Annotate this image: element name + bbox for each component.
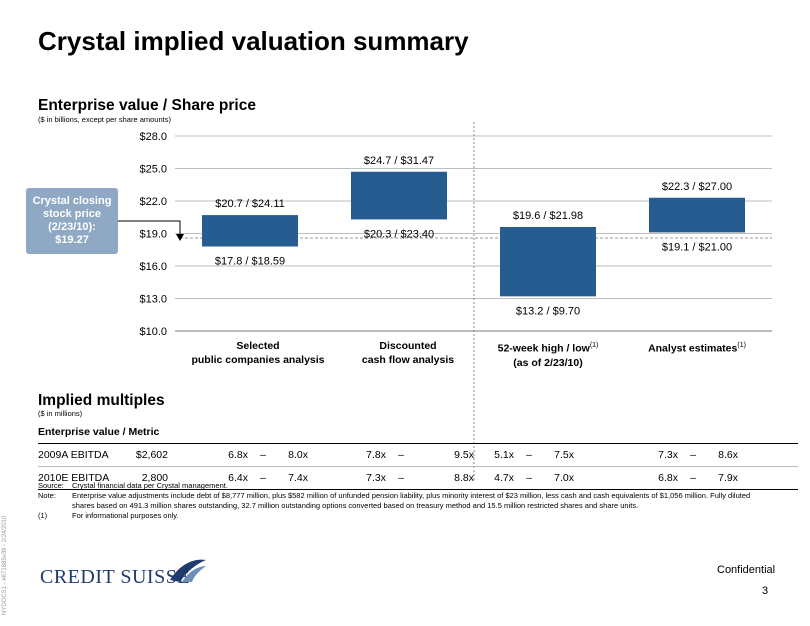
page-title: Crystal implied valuation summary	[38, 26, 469, 56]
y-tick-label: $25.0	[139, 164, 167, 176]
source-note: Source: Crystal financial data per Crysta…	[38, 481, 750, 491]
category-label: Selected public companies analysis	[168, 339, 348, 367]
bar-high-label: $20.7 / $24.11	[215, 198, 285, 210]
page-number: 3	[762, 585, 769, 597]
range-dash: –	[260, 449, 266, 461]
confidential-label: Confidential	[717, 564, 776, 576]
row-metric: $2,602	[135, 449, 168, 461]
range-high: 7.4x	[288, 472, 308, 484]
range-low: 6.8x	[228, 449, 248, 461]
range-dash: –	[526, 472, 532, 484]
table-row: 2010E EBITDA 2,800 6.4x – 7.4x 7.3x – 8.…	[38, 467, 798, 490]
note-text: For informational purposes only.	[72, 511, 179, 520]
range-dash: –	[398, 472, 404, 484]
general-note-cont: shares based on 491.3 million shares out…	[72, 501, 639, 510]
callout-line: Crystal closing	[32, 195, 112, 207]
note-text: Enterprise value adjustments include deb…	[72, 491, 751, 500]
stock-price-callout: Crystal closing stock price (2/23/10): $…	[26, 188, 118, 254]
range-dash: –	[260, 472, 266, 484]
general-note: Note: Enterprise value adjustments includ…	[38, 491, 750, 501]
category-line: 52-week high / low	[497, 342, 590, 355]
category-line: Discounted	[379, 340, 437, 352]
range-low: 6.8x	[658, 472, 678, 484]
range-low: 7.8x	[366, 449, 386, 461]
sails-icon	[170, 559, 206, 582]
footnote-marker: (1)	[589, 342, 599, 349]
table-header-row: Enterprise value / Metric	[38, 421, 798, 444]
arrow-head	[176, 234, 184, 241]
table-header: Enterprise value / Metric	[38, 426, 160, 438]
range-high: 7.9x	[718, 472, 738, 484]
range-dash: –	[398, 449, 404, 461]
category-label: 52-week high / low(1) (as of 2/23/10)	[458, 339, 638, 370]
y-tick-label: $28.0	[139, 131, 167, 143]
range-high: 7.0x	[554, 472, 574, 484]
row-label: 2010E EBITDA	[38, 472, 110, 484]
document-code: NYDOCS1 - #871885v39 - 2/24/2010	[2, 515, 8, 615]
valuation-bar	[500, 227, 596, 297]
callout-line: stock price	[42, 208, 102, 220]
y-tick-label: $10.0	[139, 326, 167, 338]
y-tick-label: $19.0	[139, 229, 167, 241]
bar-low-label: $20.3 / $23.40	[364, 228, 434, 240]
bar-high-label: $22.3 / $27.00	[662, 181, 732, 193]
range-high: 8.6x	[718, 449, 738, 461]
callout-line: (2/23/10):	[48, 221, 96, 233]
range-dash: –	[690, 472, 696, 484]
chart-heading: Enterprise value / Share price	[38, 97, 256, 114]
note-key: Source:	[38, 481, 64, 490]
row-metric: 2,800	[141, 472, 168, 484]
range-low: 7.3x	[366, 472, 386, 484]
range-high: 8.8x	[454, 472, 474, 484]
note-key: Note:	[38, 491, 56, 500]
range-high: 7.5x	[554, 449, 574, 461]
category-label: Discounted cash flow analysis	[318, 339, 498, 367]
category-line: public companies analysis	[191, 354, 325, 366]
category-line: cash flow analysis	[361, 354, 455, 366]
footnotes: Source: Crystal financial data per Crysta…	[38, 481, 750, 521]
note-text: Crystal financial data per Crystal manag…	[72, 481, 228, 490]
range-dash: –	[526, 449, 532, 461]
multiples-heading: Implied multiples	[38, 392, 165, 409]
range-low: 7.3x	[658, 449, 678, 461]
range-low: 6.4x	[228, 472, 248, 484]
logo-text: CREDIT SUISSE	[40, 566, 191, 588]
range-high: 9.5x	[454, 449, 474, 461]
bar-low-label: $17.8 / $18.59	[215, 256, 285, 268]
y-tick-label: $13.0	[139, 294, 167, 306]
range-dash: –	[690, 449, 696, 461]
bar-low-label: $19.1 / $21.00	[662, 241, 732, 253]
valuation-bar	[351, 171, 447, 220]
row-label: 2009A EBITDA	[38, 449, 109, 461]
category-line: Analyst estimates	[648, 342, 738, 355]
valuation-bar	[649, 197, 745, 233]
footnote-marker: (1)	[737, 342, 746, 349]
range-low: 4.7x	[494, 472, 514, 484]
category-label: Analyst estimates(1)	[607, 339, 787, 356]
range-low: 5.1x	[494, 449, 514, 461]
bar-low-label: $13.2 / $9.70	[516, 305, 580, 317]
callout-line: $19.27	[55, 234, 89, 246]
footnote-1: (1) For informational purposes only.	[38, 511, 750, 521]
callout-arrow	[118, 220, 181, 237]
y-tick-label: $22.0	[139, 196, 167, 208]
range-high: 8.0x	[288, 449, 308, 461]
bar-high-label: $19.6 / $21.98	[513, 210, 583, 222]
credit-suisse-logo: CREDIT SUISSE	[40, 559, 206, 589]
note-key: (1)	[38, 511, 48, 520]
valuation-bar	[202, 215, 298, 247]
bar-high-label: $24.7 / $31.47	[364, 155, 434, 167]
chart-subheading: ($ in billions, except per share amounts…	[38, 115, 171, 124]
multiples-table: Enterprise value / Metric 2009A EBITDA $…	[38, 421, 798, 490]
multiples-subheading: ($ in millions)	[38, 409, 83, 418]
category-line: (as of 2/23/10)	[513, 356, 583, 369]
y-tick-label: $16.0	[139, 261, 167, 273]
category-line: Selected	[236, 340, 280, 352]
table-row: 2009A EBITDA $2,602 6.8x – 8.0x 7.8x – 9…	[38, 444, 798, 467]
